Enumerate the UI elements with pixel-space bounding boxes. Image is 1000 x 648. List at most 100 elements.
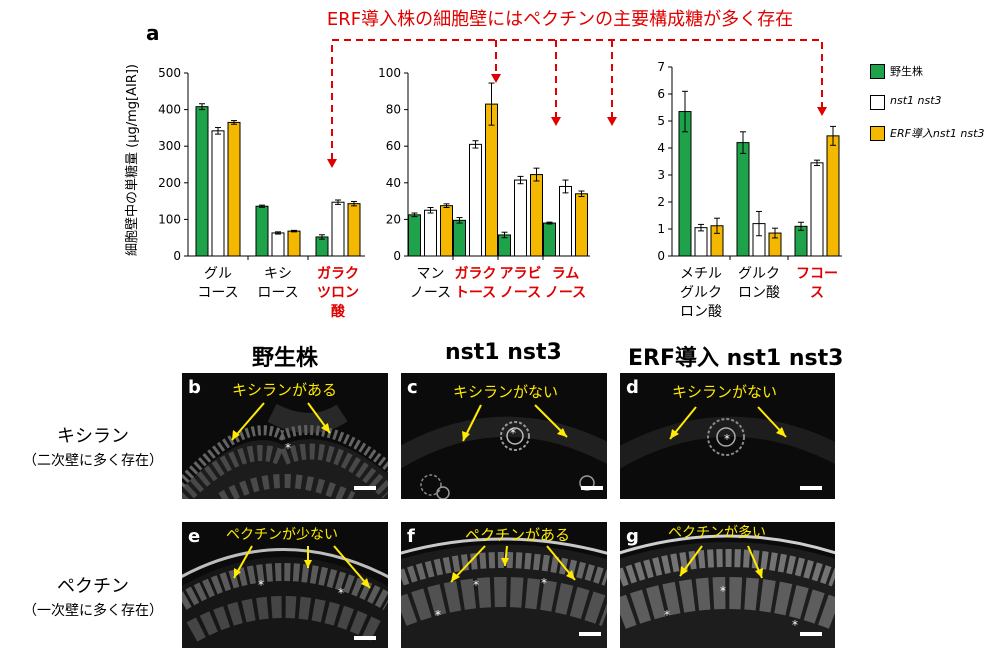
bar-1-0-1 (211, 130, 225, 257)
y-axis-label: 細胞壁中の単糖量 (µg/mg[AIR]) (124, 64, 140, 256)
category-label-1-2-1: ツロン (317, 285, 359, 301)
annotation-f: ペクチンがある (465, 526, 571, 544)
micrograph-d: d キシランがない * (620, 373, 835, 499)
y-tick-label-3-4: 4 (657, 141, 665, 155)
bar-1-0-2 (227, 121, 241, 257)
bar-3-0-1 (694, 227, 708, 257)
y-tick-label-3-5: 5 (657, 114, 665, 128)
category-label-3-0-2: ロン酸 (680, 304, 722, 320)
top-annotation: ERF導入株の細胞壁にはペクチンの主要構成糖が多く存在 (327, 9, 793, 30)
row-title-xylan-sub: （二次壁に多く存在） (23, 453, 163, 469)
micrograph-e: e ペクチンが少ない * * (182, 522, 388, 648)
arrowhead-3 (607, 117, 617, 126)
bar-1-2-0 (315, 236, 329, 257)
legend-label-nst1-nst3: nst1 nst3 (890, 94, 942, 107)
y-tick-label-1-5: 500 (158, 66, 181, 80)
category-label-2-2-0: アラビ (500, 266, 542, 282)
annotation-c: キシランがない (453, 383, 559, 401)
category-label-3-1-0: グルク (738, 266, 780, 282)
star-marker-g2: * (720, 584, 726, 598)
y-tick-label-1-2: 200 (158, 176, 181, 190)
star-marker-e2: * (338, 586, 344, 600)
star-marker-f1: * (473, 578, 479, 592)
category-label-2-1-0: ガラク (455, 266, 497, 282)
category-label-2-3-1: ノース (545, 285, 586, 301)
bar-3-2-1 (810, 162, 824, 257)
legend-label-erf: ERF導入nst1 nst3 (890, 127, 985, 140)
y-tick-label-1-4: 400 (158, 103, 181, 117)
bar-1-2-2 (347, 203, 361, 257)
star-marker-g1: * (664, 608, 670, 622)
category-label-1-1-1: ロース (257, 285, 298, 301)
bar-2-1-1 (469, 143, 482, 257)
arrows-g (679, 545, 763, 579)
y-tick-label-3-1: 1 (657, 222, 665, 236)
row-title-pectin-main: ペクチン (57, 576, 129, 597)
scale-bar-e (354, 636, 376, 640)
arrows-f (450, 545, 576, 583)
y-tick-label-3-6: 6 (657, 87, 665, 101)
scale-bar-b (354, 486, 376, 490)
star-marker-f3: * (435, 608, 441, 622)
category-label-1-0-1: コース (197, 285, 238, 301)
micrograph-f-image (401, 537, 607, 648)
category-label-2-1-1: トース (455, 285, 496, 301)
micrograph-b: b キシランがある * (182, 373, 388, 499)
micrograph-b-image (182, 403, 388, 499)
arrows-e (233, 545, 371, 589)
bar-1-0-0 (195, 106, 209, 257)
panel-letter-b: b (188, 377, 201, 398)
y-tick-label-2-2: 40 (386, 176, 401, 190)
panel-letter-d: d (626, 377, 639, 398)
arrowhead-4 (817, 107, 827, 116)
y-tick-label-2-3: 60 (386, 139, 401, 153)
bar-2-3-1 (559, 185, 572, 257)
micrograph-g-image (620, 534, 835, 648)
bar-2-1-2 (485, 103, 498, 257)
legend-swatch-erf (870, 126, 885, 141)
bar-3-2-2 (826, 135, 840, 257)
star-marker-d: * (724, 432, 730, 446)
bar-2-3-2 (575, 193, 588, 257)
y-tick-label-1-1: 100 (158, 212, 181, 226)
category-label-3-2-0: フコー (796, 266, 838, 282)
category-label-2-2-1: ノース (500, 285, 541, 301)
bar-3-0-0 (678, 111, 692, 257)
arrows-c (462, 404, 568, 442)
micrograph-d-image (620, 416, 835, 469)
arrows-b (231, 402, 331, 441)
red-dashed-arrows (327, 39, 827, 168)
scale-bar-c (581, 486, 603, 490)
star-marker-e1: * (258, 578, 264, 592)
panel-letter-f: f (407, 526, 415, 547)
annotation-b: キシランがある (232, 381, 338, 399)
panel-letter-c: c (407, 377, 418, 398)
scale-bar-f (579, 632, 601, 636)
category-label-2-0-0: マン (417, 266, 445, 282)
bar-1-1-0 (255, 205, 269, 257)
annotation-d: キシランがない (672, 383, 778, 401)
column-title-erf: ERF導入 nst1 nst3 (628, 346, 844, 371)
legend-label-wild-type: 野生株 (890, 65, 923, 78)
star-marker-b: * (285, 441, 291, 455)
row-title-xylan-main: キシラン (57, 426, 129, 447)
scale-bar-d (800, 486, 822, 490)
annotation-e: ペクチンが少ない (226, 527, 338, 543)
panel-letter-e: e (188, 526, 201, 547)
panel-a-bar-charts: a ERF導入株の細胞壁にはペクチンの主要構成糖が多く存在 細胞壁中の単糖量 (… (124, 9, 842, 320)
arrowhead-0 (327, 159, 337, 168)
column-title-wild-type: 野生株 (252, 346, 319, 371)
category-label-3-0-1: グルク (680, 285, 722, 301)
star-marker-c: * (510, 426, 516, 440)
category-label-3-1-1: ロン酸 (738, 285, 780, 301)
y-tick-label-2-0: 0 (393, 249, 401, 263)
row-title-pectin-sub: （一次壁に多く存在） (23, 603, 163, 619)
bar-2-0-0 (408, 214, 421, 257)
arrowhead-1 (491, 74, 501, 83)
y-tick-label-1-0: 0 (173, 249, 181, 263)
legend-swatch-nst1-nst3 (870, 95, 885, 110)
bar-1-2-1 (331, 201, 345, 257)
